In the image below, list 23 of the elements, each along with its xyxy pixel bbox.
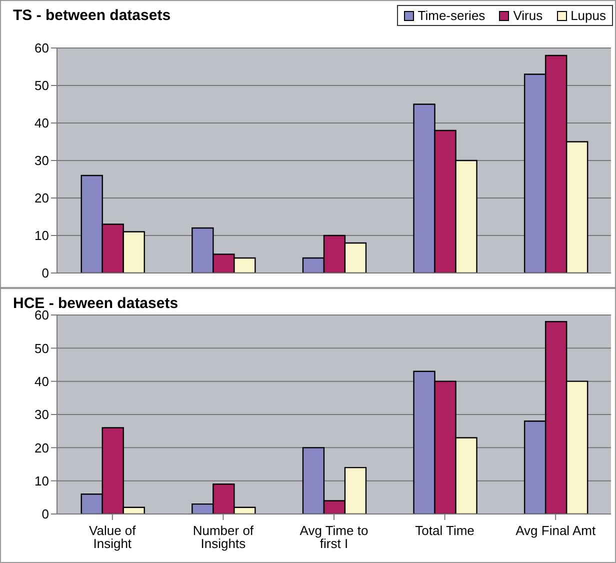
y-tick-label: 60 [34, 308, 49, 323]
x-tick-label: Total Time [415, 523, 474, 538]
chart-title: TS - between datasets [13, 7, 171, 24]
x-tick-label: Avg Final Amt [516, 523, 596, 538]
legend-label: Virus [513, 8, 543, 23]
y-tick-label: 60 [34, 40, 49, 56]
y-tick-label: 50 [34, 78, 49, 94]
y-tick-label: 40 [34, 374, 49, 389]
y-tick-label: 10 [34, 473, 49, 488]
y-tick-label: 0 [42, 266, 49, 281]
legend-label: Lupus [570, 8, 606, 23]
y-tick-label: 30 [34, 407, 49, 422]
y-tick-label: 50 [34, 340, 49, 356]
x-tick-label: Value of Insight [89, 523, 136, 552]
y-tick-label: 10 [34, 228, 49, 244]
y-tick-label: 30 [34, 153, 49, 168]
x-tick-label: Avg Time to first I [300, 523, 368, 552]
x-tick-label: Number of Insights [192, 523, 254, 552]
y-tick-label: 0 [42, 506, 49, 522]
y-tick-label: 20 [34, 190, 49, 206]
y-tick-label: 20 [34, 440, 49, 456]
y-tick-label: 40 [34, 116, 49, 131]
legend-label: Time-series [418, 8, 486, 23]
